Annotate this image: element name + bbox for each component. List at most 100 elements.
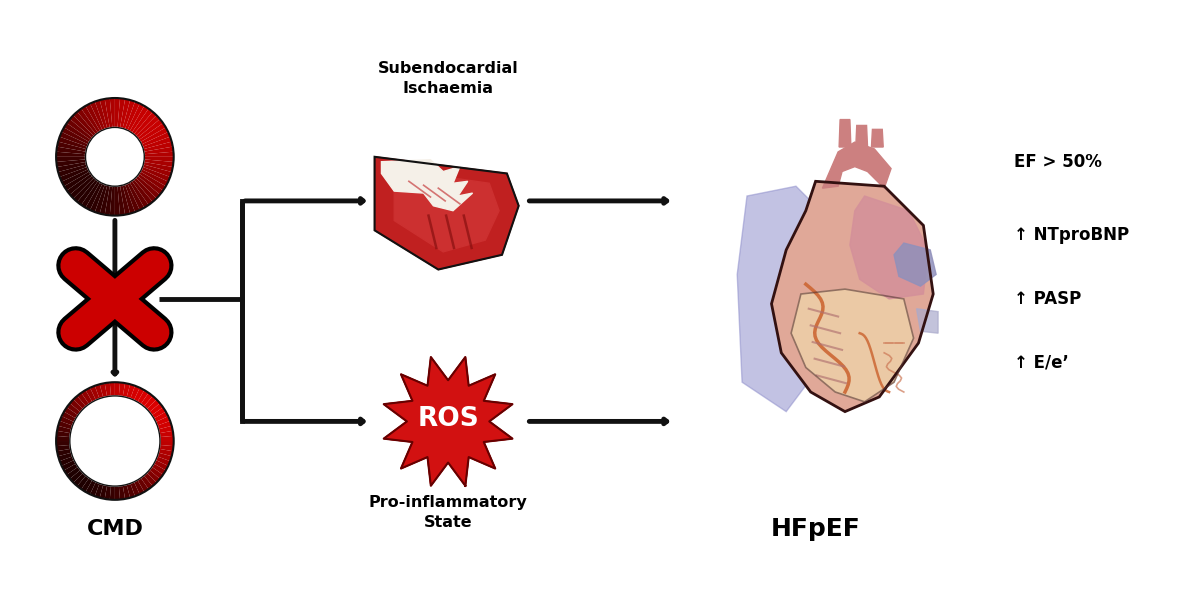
Wedge shape [109, 98, 115, 128]
Wedge shape [118, 98, 125, 128]
Wedge shape [122, 100, 136, 129]
Wedge shape [109, 382, 115, 396]
Wedge shape [144, 473, 156, 486]
Wedge shape [60, 167, 89, 181]
Wedge shape [152, 464, 166, 475]
Wedge shape [90, 482, 100, 497]
Wedge shape [133, 112, 156, 136]
Wedge shape [58, 164, 88, 177]
Wedge shape [90, 183, 104, 212]
Wedge shape [131, 482, 139, 497]
Wedge shape [131, 386, 139, 400]
Wedge shape [144, 160, 174, 167]
Wedge shape [70, 399, 83, 412]
Wedge shape [119, 382, 125, 396]
Wedge shape [82, 181, 100, 208]
Wedge shape [60, 456, 74, 466]
Wedge shape [104, 485, 110, 499]
Wedge shape [138, 390, 149, 404]
Wedge shape [95, 184, 107, 214]
Polygon shape [822, 142, 892, 188]
Wedge shape [122, 383, 130, 398]
Circle shape [70, 396, 160, 486]
Polygon shape [839, 120, 851, 147]
Wedge shape [115, 186, 120, 216]
Polygon shape [917, 309, 938, 333]
Wedge shape [138, 478, 149, 492]
Wedge shape [58, 137, 88, 149]
Wedge shape [120, 185, 130, 215]
Wedge shape [100, 383, 107, 398]
Wedge shape [125, 101, 139, 130]
Wedge shape [132, 179, 152, 205]
Wedge shape [143, 141, 173, 152]
Polygon shape [382, 160, 473, 211]
Wedge shape [90, 101, 104, 130]
Wedge shape [64, 123, 91, 142]
Wedge shape [104, 382, 110, 396]
Wedge shape [118, 186, 125, 216]
Wedge shape [143, 137, 172, 149]
Wedge shape [115, 382, 120, 396]
Wedge shape [140, 475, 152, 489]
Wedge shape [85, 480, 96, 494]
Wedge shape [77, 108, 98, 134]
Wedge shape [70, 176, 94, 198]
Wedge shape [104, 98, 113, 128]
Wedge shape [56, 147, 86, 154]
Wedge shape [56, 152, 85, 157]
Wedge shape [154, 412, 168, 422]
Wedge shape [77, 393, 89, 406]
Circle shape [85, 127, 144, 186]
Wedge shape [138, 119, 163, 140]
Text: ROS: ROS [418, 406, 479, 432]
Wedge shape [125, 183, 139, 212]
Wedge shape [73, 473, 86, 486]
Wedge shape [136, 115, 160, 138]
Wedge shape [70, 115, 94, 138]
Wedge shape [144, 157, 174, 162]
Wedge shape [104, 186, 113, 216]
Wedge shape [130, 181, 149, 208]
Wedge shape [138, 174, 163, 194]
Wedge shape [56, 141, 86, 152]
Wedge shape [100, 99, 109, 128]
Wedge shape [152, 407, 166, 418]
Wedge shape [56, 160, 86, 167]
Wedge shape [58, 421, 72, 429]
Wedge shape [140, 127, 168, 144]
Wedge shape [140, 169, 168, 186]
Wedge shape [150, 467, 163, 479]
Wedge shape [56, 157, 85, 162]
Wedge shape [95, 100, 107, 129]
Wedge shape [60, 132, 89, 147]
Wedge shape [67, 119, 92, 140]
Wedge shape [126, 384, 136, 399]
Polygon shape [384, 357, 512, 486]
Text: HFpEF: HFpEF [770, 517, 860, 541]
Polygon shape [395, 170, 499, 252]
Polygon shape [894, 243, 936, 286]
Wedge shape [70, 470, 83, 482]
Text: CMD: CMD [86, 519, 143, 539]
Wedge shape [132, 108, 152, 134]
Wedge shape [119, 485, 125, 499]
Wedge shape [130, 106, 149, 133]
Wedge shape [136, 176, 160, 198]
Wedge shape [56, 441, 70, 446]
Text: Pro-inflammatory
State: Pro-inflammatory State [368, 495, 528, 530]
Wedge shape [143, 164, 172, 177]
Wedge shape [120, 99, 130, 128]
Polygon shape [772, 181, 934, 412]
Wedge shape [77, 179, 98, 205]
Wedge shape [157, 453, 172, 461]
Polygon shape [374, 157, 518, 270]
Wedge shape [156, 456, 170, 466]
Wedge shape [126, 484, 136, 498]
Wedge shape [56, 445, 71, 451]
Wedge shape [73, 112, 96, 136]
Wedge shape [82, 390, 92, 404]
Text: ↑ PASP: ↑ PASP [1014, 290, 1081, 308]
Wedge shape [77, 475, 89, 489]
Wedge shape [64, 464, 78, 475]
